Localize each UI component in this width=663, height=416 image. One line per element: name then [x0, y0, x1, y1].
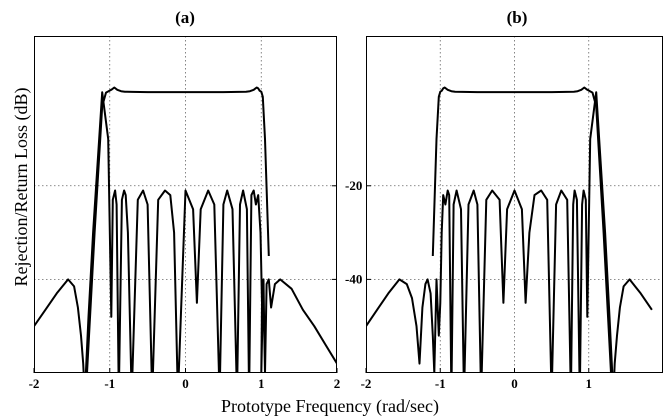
- panel-b-series-1: [431, 86, 612, 373]
- panel-b-ytick-label-1: -40: [345, 271, 362, 286]
- panel-b: (b) -2 -1 0 1 -20 -40: [345, 8, 663, 391]
- y-axis-title: Rejection/Return Loss (dB): [11, 88, 32, 287]
- panel-b-series-0: [366, 91, 653, 373]
- panel-a-series-1: [86, 86, 270, 373]
- panel-a-xtick-label-0: -2: [29, 376, 40, 391]
- panel-b-ytick-label-0: -20: [345, 178, 362, 193]
- panel-b-xtick-label-0: -2: [361, 376, 372, 391]
- panel-a-xtick-label-4: 2: [334, 376, 341, 391]
- panel-b-xtick-label-2: 0: [511, 376, 518, 391]
- panel-a-title: (a): [175, 8, 195, 27]
- panel-a-xtick-label-1: -1: [104, 376, 115, 391]
- panel-a-xtick-label-2: 0: [182, 376, 189, 391]
- panel-a-series-0: [34, 91, 337, 373]
- panel-b-xtick-label-3: 1: [586, 376, 593, 391]
- panel-a: (a) -2 -1 0 1 2: [29, 8, 341, 391]
- panel-b-title: (b): [507, 8, 528, 27]
- panel-b-xtick-label-1: -1: [435, 376, 446, 391]
- panel-a-xtick-label-3: 1: [258, 376, 265, 391]
- x-axis-title: Prototype Frequency (rad/sec): [221, 396, 439, 416]
